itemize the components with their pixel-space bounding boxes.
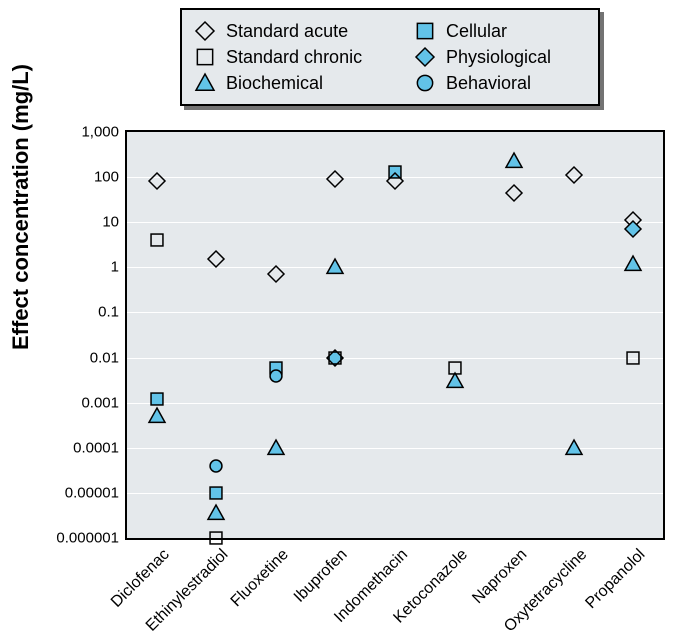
y-tick-label: 0.0001: [73, 439, 119, 456]
data-point: [149, 173, 165, 189]
y-tick-label: 100: [94, 169, 119, 186]
y-tick-label: 10: [102, 214, 119, 231]
legend-item: Standard chronic: [194, 46, 414, 68]
data-point: [208, 505, 224, 521]
y-tick-label: 1: [111, 259, 119, 276]
data-point: [149, 408, 165, 424]
legend-item: Behavioral: [414, 72, 584, 94]
data-point: [327, 171, 343, 187]
legend-label: Standard acute: [226, 21, 348, 42]
data-point: [506, 185, 522, 201]
data-point: [626, 351, 640, 365]
x-tick-label: Naproxen: [469, 546, 531, 608]
biochemical-icon: [194, 72, 216, 94]
standard-acute-icon: [194, 20, 216, 42]
data-point: [209, 531, 223, 545]
legend-item: Biochemical: [194, 72, 414, 94]
x-tick-label: Ibuprofen: [291, 546, 352, 607]
data-point: [566, 167, 582, 183]
data-point: [269, 369, 283, 383]
legend: Standard acute Cellular Standard chronic Ph…: [180, 8, 600, 106]
x-tick-label: Fluoxetine: [227, 546, 292, 611]
data-point: [625, 256, 641, 272]
data-point: [328, 351, 342, 365]
chart-root: Effect concentration (mg/L) 1,000 100 10 1 0…: [0, 0, 690, 638]
legend-label: Cellular: [446, 21, 507, 42]
legend-label: Behavioral: [446, 73, 531, 94]
physiological-icon: [414, 46, 436, 68]
standard-chronic-icon: [194, 46, 216, 68]
cellular-icon: [414, 20, 436, 42]
data-point: [625, 221, 641, 237]
y-tick-label: 0.1: [98, 304, 119, 321]
data-point: [327, 259, 343, 275]
legend-item: Standard acute: [194, 20, 414, 42]
plot-area: [125, 130, 665, 540]
grid-line: [127, 493, 663, 494]
data-point: [447, 373, 463, 389]
data-point: [209, 459, 223, 473]
grid-line: [127, 358, 663, 359]
legend-label: Physiological: [446, 47, 551, 68]
grid-line: [127, 312, 663, 313]
legend-item: Physiological: [414, 46, 584, 68]
grid-line: [127, 267, 663, 268]
y-tick-label: 0.00001: [65, 484, 119, 501]
y-tick-label: 0.000001: [56, 530, 119, 547]
y-axis-title: Effect concentration (mg/L): [8, 64, 34, 350]
legend-label: Standard chronic: [226, 47, 362, 68]
data-point: [268, 440, 284, 456]
grid-line: [127, 222, 663, 223]
data-point: [387, 173, 403, 189]
x-tick-label: Propanolol: [583, 546, 650, 613]
behavioral-icon: [414, 72, 436, 94]
data-point: [150, 233, 164, 247]
y-tick-label: 0.001: [81, 394, 119, 411]
data-point: [506, 153, 522, 169]
data-point: [150, 392, 164, 406]
y-tick-label: 0.01: [90, 349, 119, 366]
data-point: [208, 251, 224, 267]
data-point: [209, 486, 223, 500]
data-point: [268, 266, 284, 282]
grid-line: [127, 403, 663, 404]
legend-item: Cellular: [414, 20, 584, 42]
grid-line: [127, 448, 663, 449]
legend-label: Biochemical: [226, 73, 323, 94]
y-tick-label: 1,000: [81, 124, 119, 141]
data-point: [566, 440, 582, 456]
